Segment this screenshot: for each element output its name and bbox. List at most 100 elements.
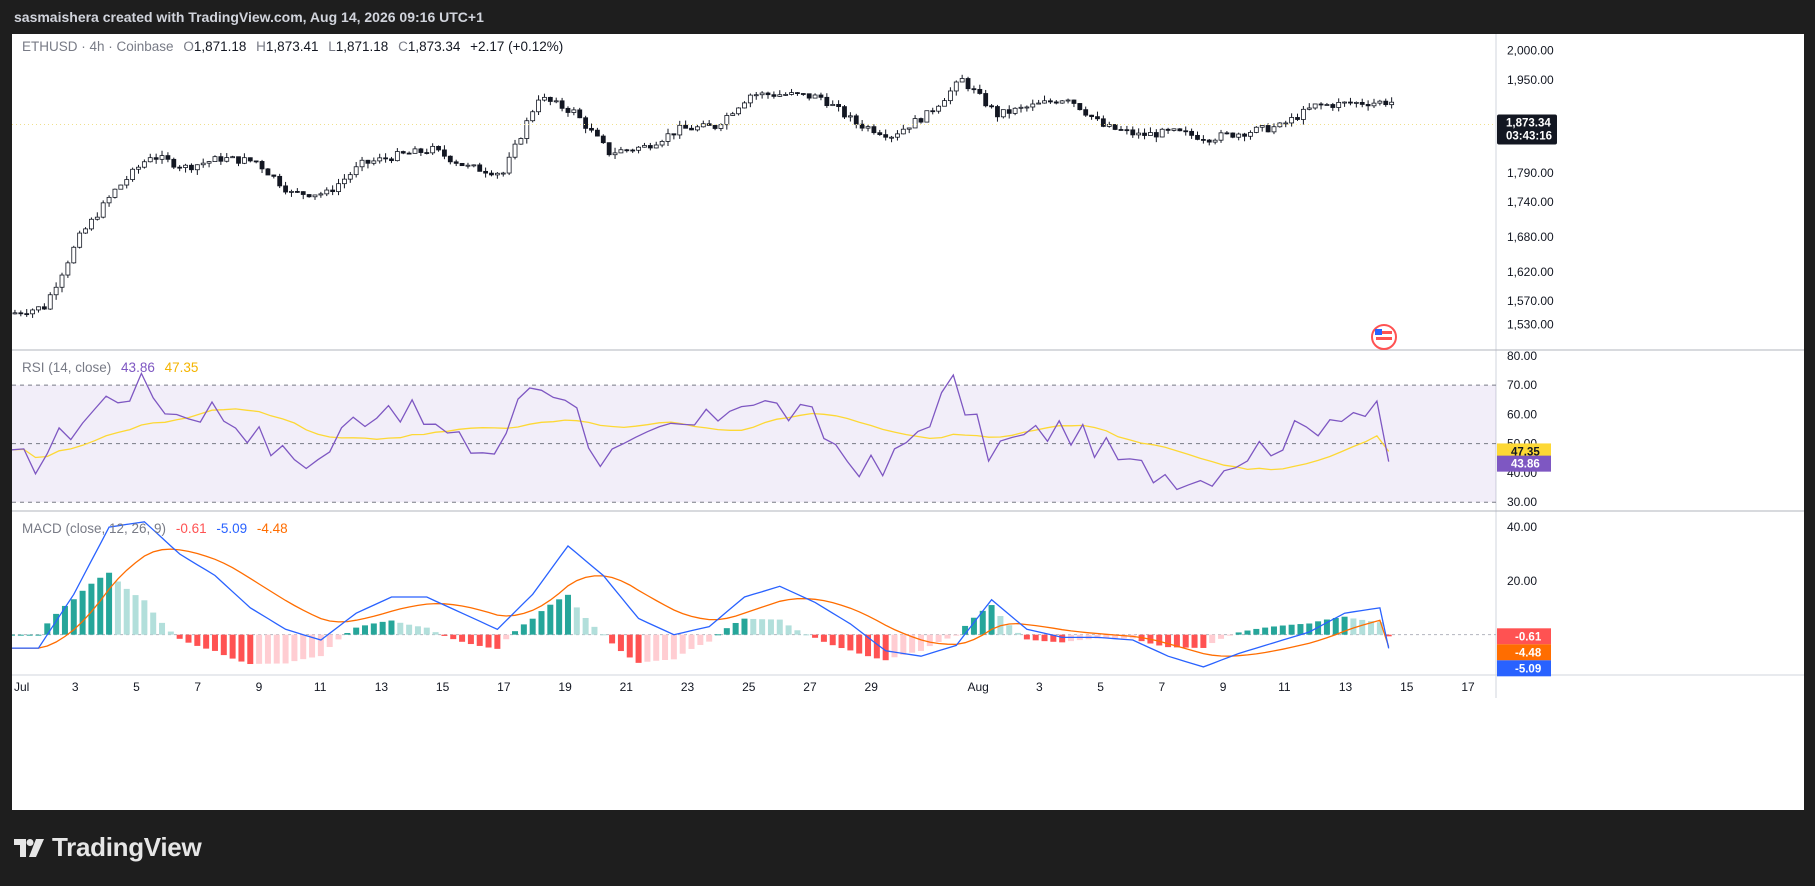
candle-body [342,178,347,185]
macd-histogram-bar [114,581,121,635]
macd-histogram-bar [873,634,880,659]
candle-body [977,88,983,94]
macd-histogram-bar [185,634,192,643]
macd-histogram-bar [988,605,995,635]
tradingview-brand-text: TradingView [52,832,202,862]
candle-body [141,161,147,168]
candle-body [1248,132,1253,137]
candle-body [1212,139,1218,143]
chart-frame[interactable]: 2,000.001,950.001,870.001,790.001,740.00… [12,34,1804,810]
candle-body [77,232,83,248]
macd-histogram-bar [450,634,457,640]
candle-body [1171,128,1177,131]
candle-body [871,126,877,134]
time-tick-label: 7 [1159,680,1166,694]
rsi-label[interactable]: RSI (14, close) [22,360,112,375]
macd-histogram-bar [776,619,783,635]
candle-body [889,136,894,139]
time-tick-label: 5 [133,680,140,694]
candle-body [389,158,394,162]
price-legend: ETHUSD · 4h · Coinbase O1,871.18 H1,873.… [22,39,569,54]
candle-body [577,109,583,119]
candle-body [1089,114,1094,118]
candle-body [683,124,689,129]
candle-body [1083,109,1089,116]
macd-histogram-bar [847,634,854,651]
chart-canvas[interactable]: 2,000.001,950.001,870.001,790.001,740.00… [12,34,1804,810]
candle-body [1183,130,1189,133]
candle-body [430,145,436,154]
candle-body [1142,132,1147,136]
candle-body [594,129,600,137]
candle-body [989,105,994,108]
ohlc-low: L1,871.18 [328,39,389,54]
candle-body [183,164,188,168]
candle-body [565,107,571,113]
macd-histogram-bar [512,631,519,635]
time-tick-label: 29 [865,680,879,694]
candle-body [983,93,989,107]
tradingview-logo[interactable]: TradingView [14,832,202,863]
rsi-tick-label: 70.00 [1507,378,1537,392]
macd-histogram-bar [211,634,218,651]
candle-body [71,246,77,264]
candle-body [294,191,300,193]
candle-body [589,127,594,131]
macd-tick-label: 20.00 [1507,574,1537,588]
macd-histogram-bar [759,619,766,635]
rsi-ma-value: 47.35 [164,360,199,375]
candle-body [1030,103,1036,108]
candle-body [271,174,277,177]
candle-body [1065,99,1071,102]
macd-line-tag-value: -5.09 [1515,663,1541,675]
candle-body [47,294,53,310]
candle-body [1318,103,1324,106]
macd-histogram-bar [547,604,554,635]
candle-body [1289,117,1295,124]
macd-histogram-bar [362,625,368,635]
macd-histogram-bar [688,634,695,649]
macd-histogram-bar [564,594,571,635]
candle-body [842,106,847,118]
candle-body [1100,118,1106,127]
candle-body [900,128,906,135]
candle-body [371,160,377,164]
candle-body [1230,132,1236,138]
candle-body [1012,107,1018,114]
macd-histogram-bar [397,622,404,635]
candle-body [571,109,577,113]
candle-body [1189,130,1195,136]
candle-body [465,164,471,167]
rsi-band-fill [12,385,1496,503]
macd-histogram-bar [150,612,157,635]
candle-body [153,157,159,160]
candle-body [553,100,559,103]
candle-body [912,118,918,129]
price-tick-label: 1,680.00 [1507,230,1554,244]
rsi-value: 43.86 [121,360,155,375]
macd-histogram-bar [1350,618,1357,635]
candle-body [859,123,865,129]
candle-body [583,117,589,129]
candle-body [471,164,477,167]
last-price-tag-value: 1,873.34 [1506,117,1551,129]
countdown-tag-value: 03:43:16 [1506,130,1552,142]
candle-body [559,100,565,109]
time-tick-label: 27 [803,680,817,694]
candle-body [1018,106,1024,109]
macd-label[interactable]: MACD (close, 12, 26, 9) [22,521,167,536]
macd-histogram-bar [812,634,819,638]
candle-body [1106,124,1112,127]
candle-body [1283,122,1289,125]
candle-body [700,123,706,128]
macd-histogram-bar [917,634,924,651]
macd-histogram-bar [476,634,483,646]
macd-histogram-bar [1323,619,1330,635]
symbol-label[interactable]: ETHUSD · 4h · Coinbase [22,39,174,54]
time-tick-label: 23 [681,680,695,694]
time-tick-label: 3 [1036,680,1043,694]
candle-body [671,133,677,136]
macd-histogram-bar [44,623,51,635]
tradingview-logo-icon [14,838,44,857]
candle-body [1042,100,1047,104]
